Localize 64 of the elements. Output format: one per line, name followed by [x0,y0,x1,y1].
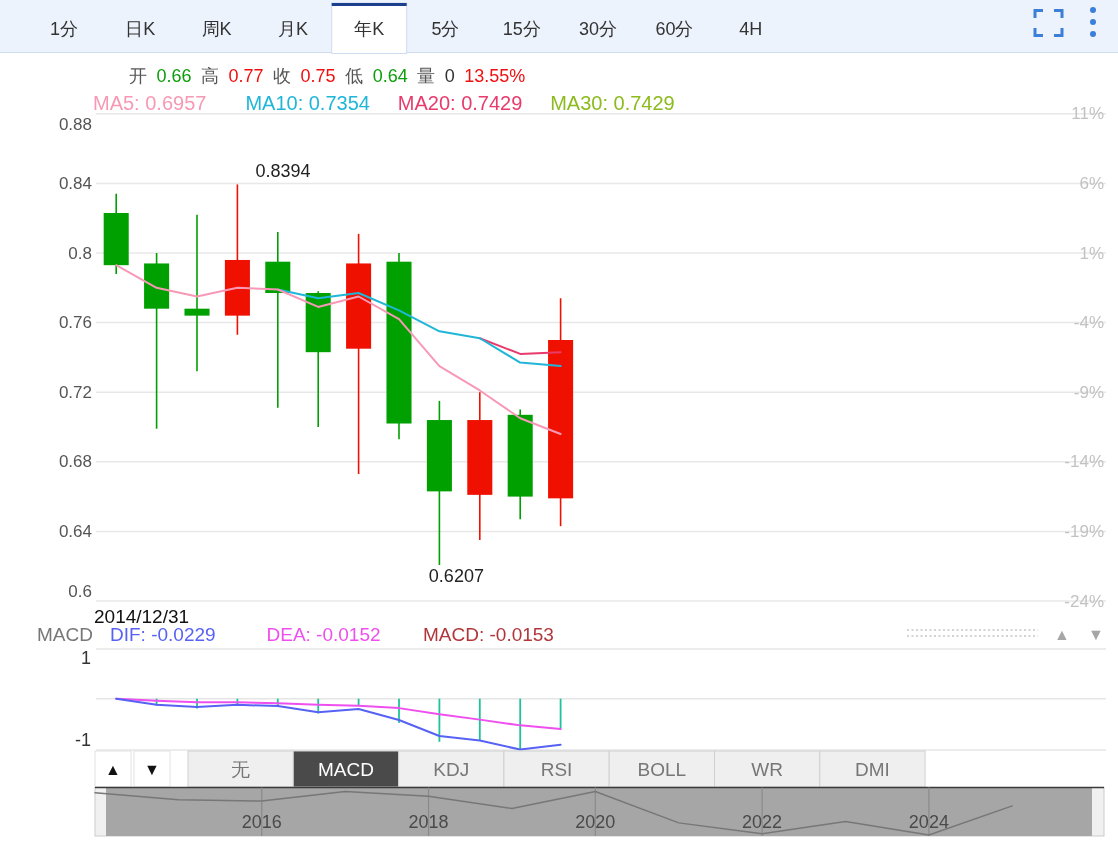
text: 13.55% [464,66,526,86]
y2-tick-label: 1% [1079,243,1104,263]
y-tick-label: 0.72 [58,382,92,402]
text: ▼ [144,760,160,778]
y-tick-label: 0.8 [68,243,92,263]
y2-tick-label: 11% [1071,104,1104,124]
y2-tick-label: 6% [1079,173,1104,193]
y-tick-label: 0.88 [58,115,92,135]
text: KDJ [433,758,470,780]
text: 1分 [49,19,79,39]
x-tick-label: 2024 [908,812,949,832]
text: DMI [855,758,890,780]
y2-tick-label: -9% [1073,382,1104,402]
text: 15分 [502,19,541,39]
y-tick-label: 0.76 [58,313,92,333]
y-tick-label: 1 [80,647,91,668]
text: 日K [125,19,156,39]
text: 量 [417,66,436,86]
text: MA5: 0.6957 [93,92,207,114]
y-tick-label: -1 [74,729,91,750]
y2-tick-label: -14% [1064,452,1104,472]
annotation: 0.6207 [428,565,484,586]
text: 4H [739,19,763,39]
y2-tick-label: -4% [1073,313,1104,333]
text: 高 [201,66,220,86]
annotation: 0.8394 [255,161,311,182]
legend-label: MA30: 0.7429 [550,92,675,114]
text: ▲ [1054,625,1070,643]
text: 周K [201,19,232,39]
y2-tick-label: -19% [1064,521,1104,541]
text: RSI [540,758,573,780]
text: WR [751,758,783,780]
text: ▼ [1088,625,1104,643]
y-tick-label: 0.64 [58,521,92,541]
x-tick-label: 2020 [575,812,616,832]
y-tick-label: 0.68 [58,452,92,472]
text: 0.66 [156,66,192,86]
text: MACD: -0.0153 [423,623,554,645]
y2-tick-label: -24% [1064,591,1104,611]
x-tick-label: 2016 [241,812,282,832]
text: BOLL [637,758,687,780]
x-tick-label: 2022 [742,812,783,832]
text: ▲ [105,760,121,778]
y-tick-label: 0.84 [58,173,92,193]
text: 60分 [655,19,694,39]
text: 0.77 [228,66,264,86]
text: 月K [277,19,308,39]
text: 收 [273,66,292,86]
chart-title: MACD [37,623,93,645]
text: MA20: 0.7429 [397,92,523,114]
text: 无 [231,758,251,780]
text: MA10: 0.7354 [245,92,370,114]
text: 0.64 [372,66,408,86]
text: 低 [345,66,364,86]
text: 0.75 [300,66,336,86]
text: MACD [317,758,374,780]
text: 0 [444,66,455,86]
y-tick-label: 0.6 [68,581,92,601]
text: 30分 [579,19,618,39]
text: 年K [354,19,385,39]
x-tick-label: 2018 [408,812,449,832]
text: 5分 [431,19,460,39]
text: 开 [129,66,147,86]
text: DEA: -0.0152 [266,623,381,645]
